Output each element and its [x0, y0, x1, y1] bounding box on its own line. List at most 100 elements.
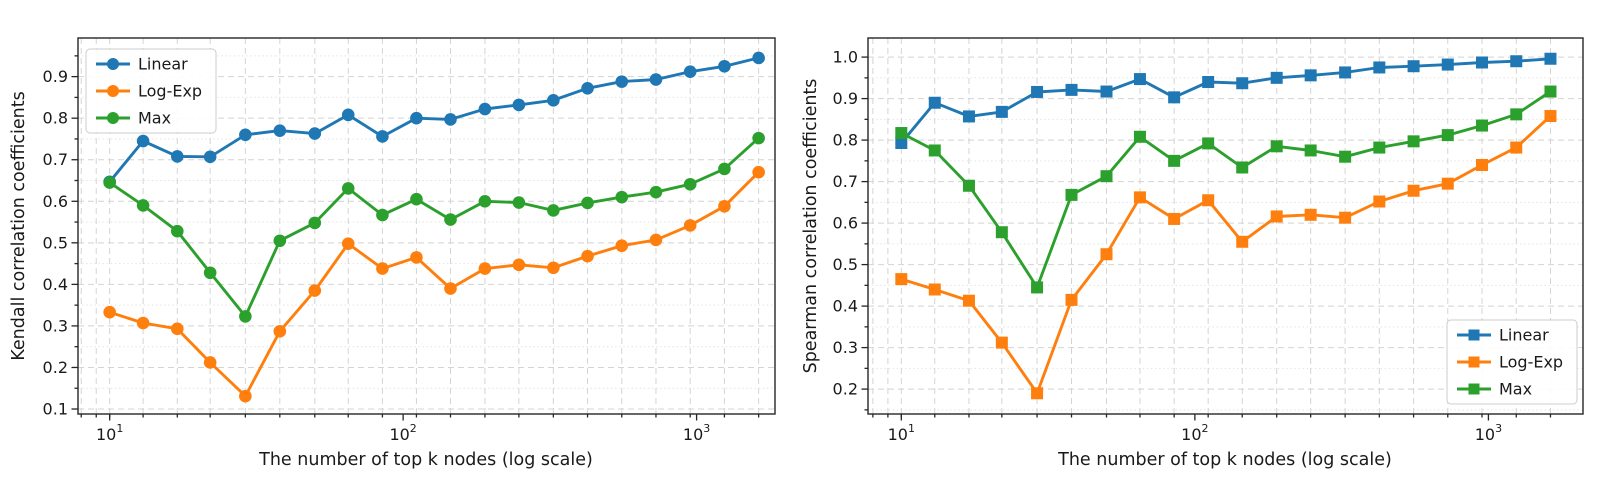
legend-item-max: Max — [96, 109, 171, 128]
log-exp-marker — [376, 262, 389, 275]
linear-marker — [1031, 85, 1044, 98]
legend: Linear Log-Exp Max — [1446, 319, 1578, 405]
max-marker — [273, 234, 287, 248]
log-exp-marker — [273, 325, 287, 338]
linear-marker — [1304, 69, 1317, 82]
log-exp-marker — [1339, 211, 1352, 224]
linear-marker — [410, 111, 423, 125]
linear-marker — [512, 98, 526, 112]
linear-marker — [995, 105, 1008, 118]
legend-marker — [1468, 329, 1480, 341]
x-axis-label: The number of top k nodes (log scale) — [1057, 450, 1392, 470]
max-marker — [547, 204, 560, 217]
legend-label: Max — [1499, 380, 1532, 399]
max-marker — [718, 162, 731, 176]
x-tick-label: 103 — [1475, 422, 1502, 444]
log-exp-marker — [928, 283, 941, 296]
linear-marker — [928, 96, 941, 109]
y-tick-label: 0.5 — [833, 255, 858, 274]
y-tick-label: 0.2 — [833, 380, 858, 399]
y-tick-label: 0.2 — [43, 358, 68, 377]
max-marker — [581, 196, 594, 210]
legend-label: Log-Exp — [138, 82, 202, 101]
log-exp-marker — [615, 239, 629, 253]
max-marker — [962, 179, 975, 192]
max-marker — [170, 224, 184, 238]
linear-marker — [1476, 56, 1489, 69]
linear-marker — [341, 108, 355, 122]
linear-marker — [1065, 83, 1078, 96]
legend-label: Max — [138, 109, 171, 128]
max-marker — [1373, 141, 1386, 154]
max-marker — [136, 199, 150, 212]
max-marker — [683, 177, 697, 191]
log-exp-marker — [581, 249, 594, 263]
y-tick-label: 0.4 — [43, 275, 68, 294]
log-exp-marker — [136, 316, 150, 330]
log-exp-marker — [683, 219, 697, 232]
log-exp-marker — [308, 284, 322, 297]
legend-label: Log-Exp — [1499, 353, 1563, 372]
x-ticks: 101 102 103 — [80, 414, 760, 444]
legend-marker — [1468, 383, 1480, 395]
series-log-exp — [895, 110, 1557, 400]
x-ticks: 101 102 103 — [872, 414, 1552, 444]
linear-marker — [1407, 60, 1420, 73]
linear-marker — [273, 124, 287, 137]
y-axis-label: Spearman correlation coefficients — [801, 79, 821, 374]
log-exp-marker — [1476, 158, 1489, 171]
max-marker — [512, 196, 526, 209]
max-marker — [308, 216, 322, 230]
max-marker — [752, 131, 765, 145]
linear-marker — [581, 81, 594, 95]
linear-marker — [752, 51, 765, 65]
max-marker — [895, 127, 908, 140]
max-marker — [1544, 85, 1557, 98]
max-marker — [1168, 154, 1181, 167]
log-exp-marker — [103, 305, 116, 319]
legend-item-log-exp: Log-Exp — [1457, 353, 1563, 372]
log-exp-marker — [649, 233, 663, 247]
max-marker — [1270, 140, 1283, 153]
linear-marker — [649, 73, 663, 86]
max-marker — [1065, 188, 1078, 201]
axes-spines — [867, 37, 1584, 415]
y-tick-label: 0.8 — [43, 109, 68, 128]
max-line — [108, 137, 760, 318]
log-exp-marker — [547, 261, 560, 275]
legend: Linear Log-Exp Max — [85, 48, 217, 134]
legend-marker — [1468, 356, 1480, 368]
max-marker — [1133, 130, 1146, 143]
legend-box — [1446, 319, 1578, 405]
legend-marker — [107, 85, 119, 97]
y-tick-label: 0.1 — [43, 400, 68, 419]
y-ticks: 0.1 0.2 0.3 0.4 0.5 0.6 0.7 0.8 0.9 — [43, 55, 78, 419]
max-marker — [995, 226, 1008, 239]
log-exp-marker — [1168, 212, 1181, 225]
x-axis-label: The number of top k nodes (log scale) — [258, 450, 593, 470]
max-marker — [1510, 108, 1523, 121]
linear-marker — [1510, 55, 1523, 68]
series-linear — [895, 52, 1557, 149]
max-marker — [615, 190, 629, 204]
x-tick-label: 103 — [683, 422, 710, 444]
linear-marker — [718, 59, 731, 73]
linear-marker — [1168, 91, 1181, 104]
series-log-exp — [103, 165, 765, 403]
y-tick-label: 0.8 — [833, 131, 858, 150]
legend-marker — [107, 112, 119, 124]
max-marker — [1100, 170, 1113, 183]
log-exp-marker — [1133, 191, 1146, 204]
y-tick-label: 0.5 — [43, 233, 68, 252]
y-tick-label: 1.0 — [833, 48, 858, 67]
log-exp-marker — [718, 199, 731, 213]
y-tick-label: 0.4 — [833, 297, 858, 316]
axes-spines — [77, 37, 776, 415]
log-exp-marker — [1270, 210, 1283, 223]
max-marker — [376, 208, 389, 222]
log-exp-marker — [1544, 110, 1557, 123]
max-marker — [1202, 137, 1215, 150]
linear-marker — [547, 94, 560, 107]
y-tick-label: 0.7 — [43, 150, 68, 169]
